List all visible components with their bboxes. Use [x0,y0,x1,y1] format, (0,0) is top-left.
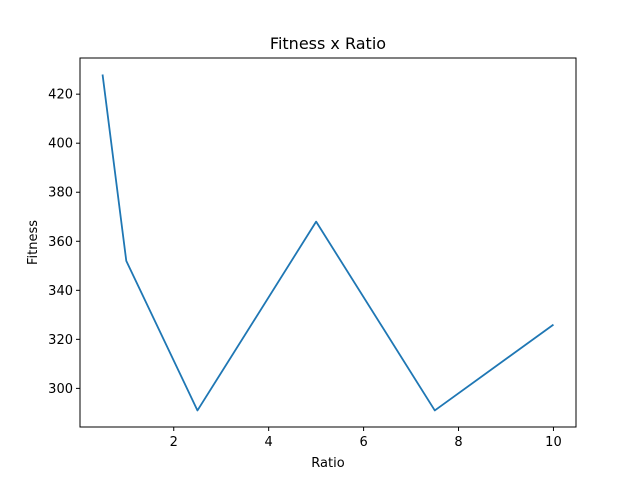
x-tick-label: 8 [454,435,462,450]
x-tick-label: 10 [545,435,562,450]
y-tick-label: 420 [48,88,73,103]
y-tick-label: 320 [48,333,73,348]
y-axis-label: Fitness [26,220,41,265]
plot-area [101,74,554,412]
y-tick-label: 360 [48,235,73,250]
x-axis-label: Ratio [311,456,344,471]
x-tick-label: 4 [265,435,273,450]
y-tick-label: 400 [48,137,73,152]
plot-frame [79,57,577,428]
y-tick-label: 380 [48,186,73,201]
chart-title: Fitness x Ratio [270,34,386,53]
x-tick-label: 6 [359,435,367,450]
x-axis: 2 4 6 8 10 [170,427,562,450]
y-tick-label: 340 [48,284,73,299]
x-tick-label: 2 [170,435,178,450]
y-axis: 300 320 340 360 380 400 420 [48,88,80,397]
y-tick-label: 300 [48,382,73,397]
series-line-1 [101,74,554,412]
